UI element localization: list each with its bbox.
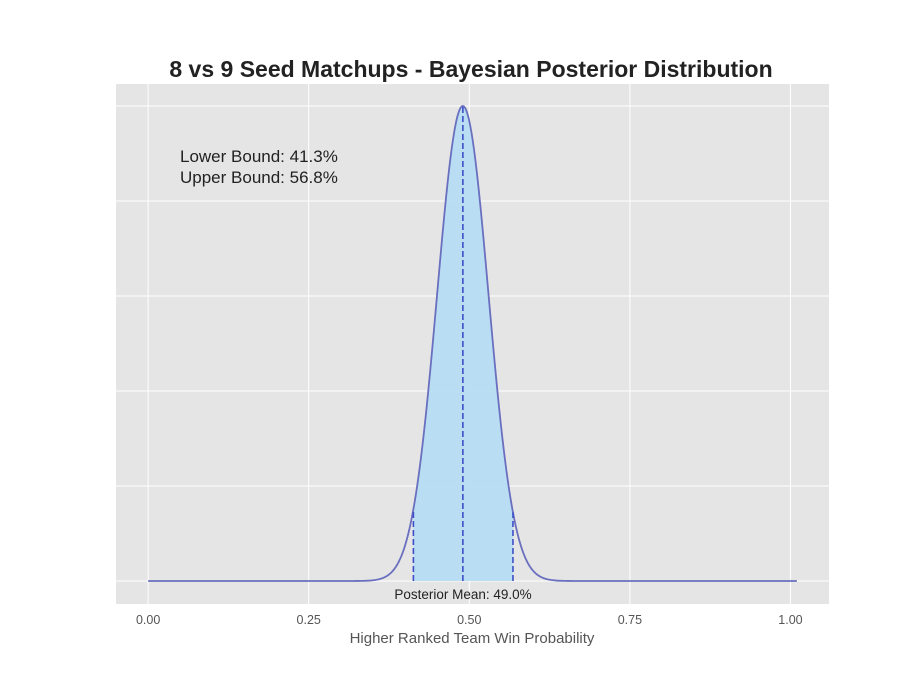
x-axis-ticks: 0.00 0.25 0.50 0.75 1.00 — [136, 613, 803, 627]
x-tick-label: 0.75 — [618, 613, 642, 627]
x-tick-label: 0.25 — [297, 613, 321, 627]
posterior-mean-annotation: Posterior Mean: 49.0% — [394, 587, 531, 602]
chart-title: 8 vs 9 Seed Matchups - Bayesian Posterio… — [169, 56, 772, 82]
posterior-density-curve — [148, 105, 797, 582]
lower-bound-annotation: Lower Bound: 41.3% — [180, 147, 338, 166]
x-tick-label: 1.00 — [778, 613, 802, 627]
x-tick-label: 0.00 — [136, 613, 160, 627]
x-tick-label: 0.50 — [457, 613, 481, 627]
x-axis-label: Higher Ranked Team Win Probability — [350, 630, 595, 647]
upper-bound-annotation: Upper Bound: 56.8% — [180, 168, 338, 187]
